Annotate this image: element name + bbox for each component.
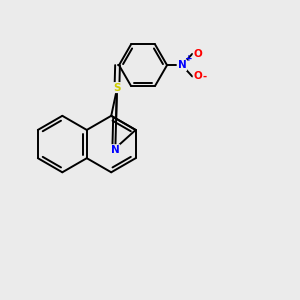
Text: O: O (193, 49, 202, 59)
Text: S: S (113, 82, 121, 93)
Text: N: N (111, 145, 120, 155)
Text: N: N (178, 60, 186, 70)
Text: +: + (184, 54, 192, 63)
Text: -: - (202, 71, 207, 82)
Text: O: O (193, 71, 202, 82)
